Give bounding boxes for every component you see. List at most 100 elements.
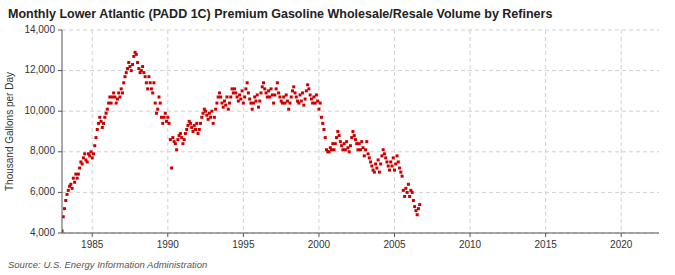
point [141,65,144,68]
point [272,102,275,105]
point [258,100,261,103]
point [374,162,377,165]
point [369,160,372,163]
point [212,122,215,125]
point [174,142,177,145]
point [164,112,167,115]
point [83,152,86,155]
axes: 4,0006,0008,00010,00012,00014,0001985199… [24,24,659,250]
grid-line-y [62,70,659,71]
point [93,144,96,147]
point [156,108,159,111]
point [406,191,409,194]
point [373,171,376,174]
point [338,134,341,137]
point [64,199,67,202]
point [392,156,395,159]
source: Source: U.S. Energy Information Administ… [8,259,207,270]
point [150,87,153,90]
point [401,175,404,178]
point [175,148,178,151]
x-tick [318,233,319,237]
point [161,122,164,125]
point [322,128,325,131]
point [214,108,217,111]
point [233,87,236,90]
point [67,189,70,192]
point [223,100,226,103]
point [147,75,150,78]
point [295,95,298,98]
point [209,116,212,119]
y-tick-label: 4,000 [30,227,55,238]
point [339,140,342,143]
x-tick [394,233,395,237]
point [262,81,265,84]
point [375,167,378,170]
point [418,203,421,206]
point [270,87,273,90]
point [146,87,149,90]
point [98,116,101,119]
point [219,95,222,98]
point [288,102,291,105]
point [321,122,324,125]
point [200,116,203,119]
point [247,91,250,94]
x-tick [167,233,168,237]
y-tick [58,192,62,193]
point [76,177,79,180]
point [287,108,290,111]
point [72,177,75,180]
point [257,106,260,109]
point [102,122,105,125]
point [351,130,354,133]
point [390,165,393,168]
point [388,169,391,172]
point [319,102,322,105]
grid-line-y [62,151,659,152]
y-tick [58,233,62,234]
x-tick-label: 1995 [232,239,255,250]
point [92,152,95,155]
point [411,191,414,194]
point [151,91,154,94]
point [317,108,320,111]
point [246,81,249,84]
point [292,85,295,88]
point [86,160,89,163]
point [122,81,125,84]
y-tick-label: 8,000 [30,145,55,156]
point [324,136,327,139]
point [131,63,134,66]
plot-area [62,30,659,233]
point [142,71,145,74]
point [183,138,186,141]
point [408,195,411,198]
point [225,95,228,98]
point [170,167,173,170]
grid-line-y [62,192,659,193]
point [300,100,303,103]
point [117,91,120,94]
grid-line-x [167,30,168,233]
point [204,110,207,113]
grid-line-x [394,30,395,233]
point [368,156,371,159]
x-tick [621,233,622,237]
point [399,171,402,174]
y-tick [58,30,62,31]
point [157,95,160,98]
point [73,181,76,184]
point [166,116,169,119]
point [127,61,130,64]
point [285,93,288,96]
point [199,122,202,125]
point [136,61,139,64]
y-tick [58,70,62,71]
point [385,160,388,163]
point [238,93,241,96]
point [179,132,182,135]
point [110,102,113,105]
point [242,102,245,105]
